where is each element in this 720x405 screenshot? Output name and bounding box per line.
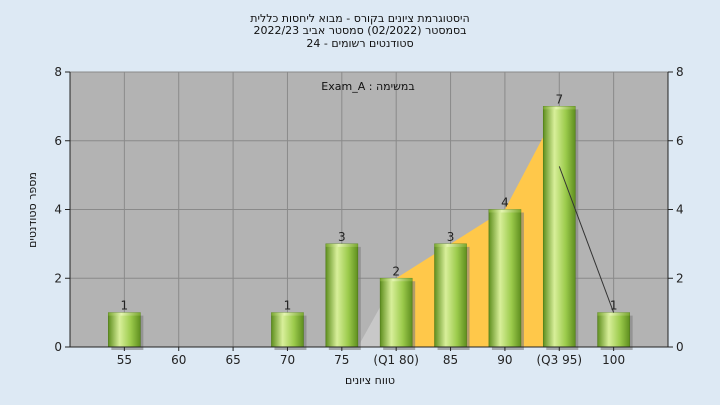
- bar: [271, 312, 304, 348]
- y-tick-label-right: 0: [676, 340, 684, 354]
- chart-title-line-1: היסטוגרמת ציונים בקורס - מבוא ליחסות כלל…: [250, 12, 469, 25]
- chart-title-line-3: סטודנטים רשומים - 24: [306, 37, 413, 50]
- x-axis-title: טווח ציונים: [345, 374, 395, 387]
- bar-cap: [325, 243, 358, 247]
- y-tick-label-right: 8: [676, 65, 684, 79]
- data-labels: 1 1 3 2 3 4 7 1: [121, 92, 618, 312]
- bar: [542, 106, 576, 348]
- data-label: 2: [392, 264, 400, 278]
- y-tick-label-right: 2: [676, 271, 684, 285]
- x-tick-label: (Q1 80): [373, 353, 419, 367]
- x-tick-label: 85: [443, 353, 458, 367]
- bar-cap: [108, 312, 141, 316]
- y-axis-title: מספר סטודנטים: [26, 172, 39, 248]
- y-tick-label-left: 0: [54, 340, 62, 354]
- y-tick-label-left: 8: [54, 65, 62, 79]
- x-tick-label: 65: [225, 353, 240, 367]
- bar-cap: [543, 106, 576, 110]
- bar-cap: [488, 209, 521, 213]
- bar: [108, 312, 141, 348]
- data-label: 1: [610, 299, 618, 313]
- data-label: 7: [555, 92, 563, 106]
- bar-90: [488, 209, 524, 350]
- bar-(Q3 95): [542, 106, 579, 350]
- trend-lines: [558, 166, 615, 313]
- x-tick-label: 55: [117, 353, 132, 367]
- bar-55: [108, 312, 144, 350]
- bar-cap: [597, 312, 630, 316]
- bar-(Q1 80): [379, 277, 416, 350]
- exam-annotation: במשימה : Exam_A: [321, 80, 414, 93]
- x-tick-label: 90: [497, 353, 512, 367]
- bar-85: [434, 243, 470, 350]
- x-tick-label: 75: [334, 353, 349, 367]
- x-tick-label: (Q3 95): [537, 353, 583, 367]
- data-label: 4: [501, 196, 509, 210]
- bar-cap: [434, 243, 467, 247]
- x-tick-label: 100: [602, 353, 625, 367]
- bar: [597, 312, 630, 348]
- y-tick-label-left: 2: [54, 271, 62, 285]
- x-tick-label: 60: [171, 353, 186, 367]
- bar: [434, 243, 467, 348]
- data-label: 1: [284, 299, 292, 313]
- bar: [379, 277, 413, 348]
- bar-100: [597, 312, 633, 350]
- bar-cap: [380, 278, 413, 282]
- data-label: 3: [447, 230, 455, 244]
- bars-group: [108, 106, 633, 350]
- y-tick-label-right: 6: [676, 134, 684, 148]
- bar-cap: [271, 312, 304, 316]
- trend-line: [558, 166, 615, 313]
- chart-title-line-2: בסמסטר (02/2022) סמסטר אביב 2022/23: [253, 24, 466, 37]
- data-label: 1: [121, 299, 129, 313]
- axes-group: 0 0 2 2 4 4 6 6 8 8 55 60 65 70 75 (Q1 80) 85 90 (Q3 95) 10…: [54, 65, 683, 367]
- bar: [325, 243, 359, 348]
- y-tick-label-left: 4: [54, 203, 62, 217]
- data-label: 3: [338, 230, 346, 244]
- x-tick-label: 70: [280, 353, 295, 367]
- bar: [488, 209, 522, 348]
- bar-75: [325, 243, 361, 350]
- y-tick-label-left: 6: [54, 134, 62, 148]
- bar-70: [271, 312, 307, 350]
- y-tick-label-right: 4: [676, 203, 684, 217]
